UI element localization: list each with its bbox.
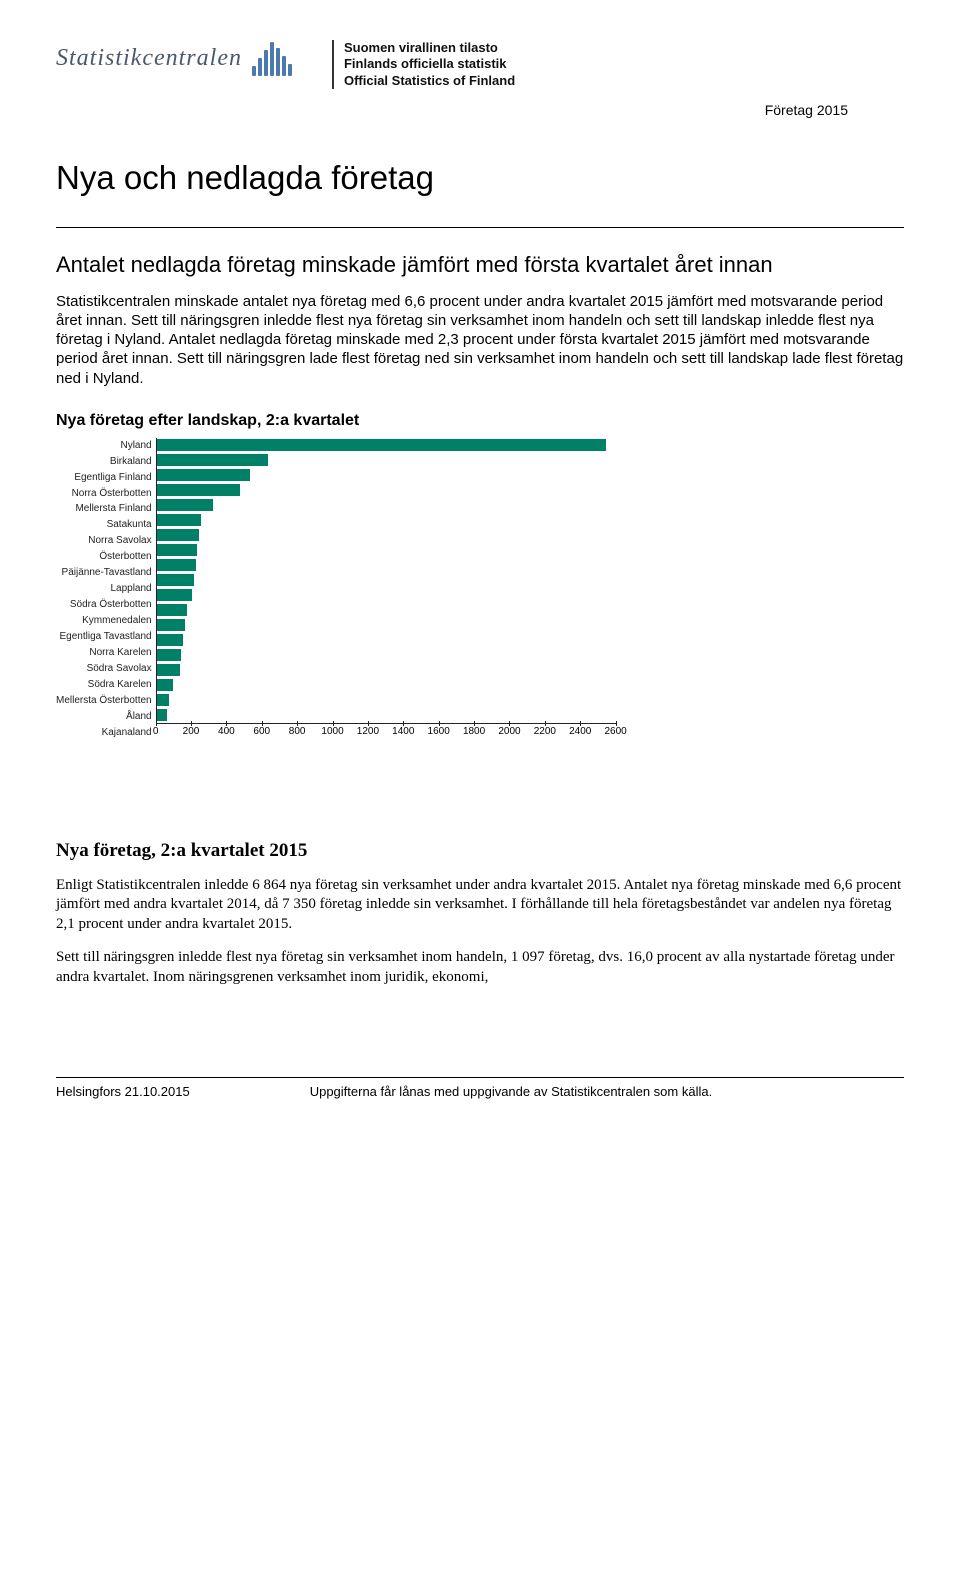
chart-x-tick-label: 600 [253, 726, 270, 737]
official-stats-label: Suomen virallinen tilasto Finlands offic… [332, 40, 515, 89]
chart-bar [157, 664, 180, 676]
paragraph-2: Enligt Statistikcentralen inledde 6 864 … [56, 876, 904, 935]
chart-bar [157, 604, 187, 616]
chart-category-label: Päijänne-Tavastland [62, 565, 152, 580]
chart-x-tick-label: 800 [289, 726, 306, 737]
chart-bar-row [157, 558, 616, 573]
chart-bar-row [157, 453, 616, 468]
chart-category-label: Lappland [110, 581, 151, 596]
chart-bar-row [157, 693, 616, 708]
chart-heading: Nya företag efter landskap, 2:a kvartale… [56, 412, 904, 430]
chart-category-label: Mellersta Finland [75, 501, 151, 516]
chart-bar [157, 439, 606, 451]
chart-category-label: Södra Karelen [88, 677, 152, 692]
chart-bar-row [157, 498, 616, 513]
chart-plot-area [156, 438, 616, 724]
chart-category-label: Mellersta Österbotten [56, 693, 152, 708]
org-name: Statistikcentralen [56, 45, 242, 72]
chart-bar [157, 559, 196, 571]
section-2-title: Nya företag, 2:a kvartalet 2015 [56, 840, 904, 862]
chart-bar-row [157, 468, 616, 483]
chart-bar [157, 634, 184, 646]
chart-bar-row [157, 678, 616, 693]
chart-bar [157, 529, 199, 541]
chart-category-label: Nyland [120, 438, 151, 453]
regions-bar-chart: NylandBirkalandEgentliga FinlandNorra Ös… [56, 438, 904, 740]
chart-y-labels: NylandBirkalandEgentliga FinlandNorra Ös… [56, 438, 156, 740]
footer-date: Helsingfors 21.10.2015 [56, 1084, 190, 1099]
chart-bar-row [157, 648, 616, 663]
chart-bar-row [157, 573, 616, 588]
chart-bar-row [157, 543, 616, 558]
official-line-3: Official Statistics of Finland [344, 73, 515, 89]
chart-x-axis: 0 200 400 600 800 1000 1200 1400 1600 1800 2000 220… [156, 726, 616, 740]
subtitle: Antalet nedlagda företag minskade jämför… [56, 252, 904, 278]
chart-x-tick-label: 200 [183, 726, 200, 737]
chart-category-label: Åland [126, 709, 152, 724]
chart-bar [157, 499, 214, 511]
chart-bar-row [157, 483, 616, 498]
paragraph-3: Sett till näringsgren inledde flest nya … [56, 948, 904, 987]
chart-category-label: Kymmenedalen [82, 613, 151, 628]
chart-category-label: Norra Karelen [89, 645, 151, 660]
chart-category-label: Österbotten [99, 549, 151, 564]
chart-category-label: Södra Savolax [87, 661, 152, 676]
chart-x-tick-label: 2400 [569, 726, 591, 737]
title-rule [56, 227, 904, 228]
chart-x-tick-label: 2600 [604, 726, 626, 737]
chart-category-label: Satakunta [107, 517, 152, 532]
chart-bar [157, 679, 173, 691]
chart-bar-row [157, 603, 616, 618]
chart-x-tick-label: 1000 [321, 726, 343, 737]
chart-bar [157, 709, 168, 721]
chart-bar [157, 514, 201, 526]
chart-bar [157, 589, 192, 601]
chart-category-label: Södra Österbotten [70, 597, 152, 612]
chart-bar-row [157, 513, 616, 528]
org-logo: Statistikcentralen [56, 40, 292, 76]
chart-x-tick-label: 0 [153, 726, 159, 737]
chart-x-tick-label: 400 [218, 726, 235, 737]
intro-paragraph: Statistikcentralen minskade antalet nya … [56, 292, 904, 388]
chart-bar-row [157, 618, 616, 633]
chart-bar-row [157, 588, 616, 603]
chart-x-tick-label: 1400 [392, 726, 414, 737]
chart-bar [157, 484, 240, 496]
chart-bar-row [157, 438, 616, 453]
page-header: Statistikcentralen Suomen virallinen til… [56, 40, 904, 89]
chart-category-label: Egentliga Tavastland [60, 629, 152, 644]
footer-attribution: Uppgifterna får lånas med uppgivande av … [310, 1084, 713, 1099]
chart-category-label: Norra Österbotten [72, 486, 152, 501]
category-year-label: Företag 2015 [765, 102, 848, 118]
official-line-2: Finlands officiella statistik [344, 56, 515, 72]
logo-bars-icon [252, 40, 292, 76]
chart-category-label: Birkaland [110, 454, 152, 469]
official-line-1: Suomen virallinen tilasto [344, 40, 515, 56]
chart-bar-row [157, 663, 616, 678]
chart-x-tick-label: 2200 [534, 726, 556, 737]
chart-bar [157, 469, 251, 481]
chart-bar [157, 649, 182, 661]
page-footer: Helsingfors 21.10.2015 Uppgifterna får l… [56, 1077, 904, 1099]
chart-bar [157, 454, 268, 466]
chart-x-tick-label: 1800 [463, 726, 485, 737]
chart-bar [157, 544, 198, 556]
chart-bar-row [157, 528, 616, 543]
chart-category-label: Kajanaland [102, 725, 152, 740]
page-title: Nya och nedlagda företag [56, 159, 904, 197]
chart-x-tick-label: 2000 [498, 726, 520, 737]
chart-bar [157, 574, 194, 586]
chart-x-tick-label: 1200 [357, 726, 379, 737]
chart-bar [157, 694, 169, 706]
chart-category-label: Norra Savolax [88, 533, 151, 548]
chart-bar [157, 619, 185, 631]
chart-x-tick-label: 1600 [428, 726, 450, 737]
chart-category-label: Egentliga Finland [74, 470, 151, 485]
chart-bar-row [157, 633, 616, 648]
